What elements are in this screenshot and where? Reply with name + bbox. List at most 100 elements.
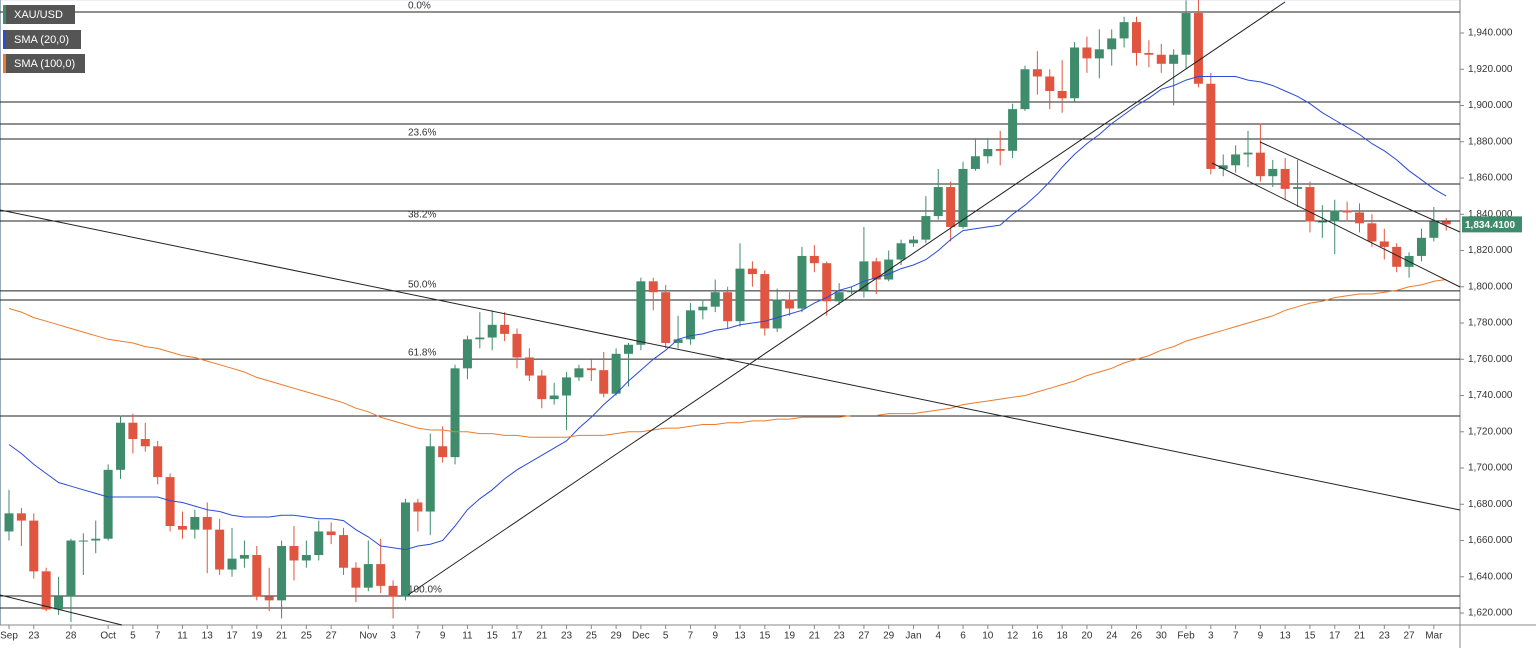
candle-body [1119,22,1129,39]
y-tick-label: 1,920.000 [1468,64,1513,75]
candle-body [190,516,200,530]
candle-body [66,540,76,597]
x-tick-label: 15 [487,631,499,642]
x-tick-label: 16 [1032,631,1044,642]
x-tick-label: 21 [1354,631,1366,642]
candle-body [599,370,609,394]
y-tick-label: 1,640.000 [1468,571,1513,582]
candle-body [54,596,64,610]
candle-body [1206,83,1216,169]
legend-box [3,54,85,73]
x-tick-label: Oct [100,631,116,642]
fib-label: 61.8% [408,348,436,359]
candle-body [958,168,968,227]
candle-body [983,148,993,157]
x-tick-label: 27 [1404,631,1416,642]
x-tick-label: 5 [130,631,136,642]
candle-body [41,571,51,610]
candle-body [970,156,980,169]
x-tick-label: 3 [1208,631,1214,642]
candle-body [1416,237,1426,256]
x-tick-label: 7 [155,631,161,642]
y-tick-label: 1,720.000 [1468,426,1513,437]
candle-body [1193,13,1203,84]
candle-body [1218,165,1228,169]
candle-body [995,148,1005,151]
candle-body [1131,22,1141,53]
x-tick-label: Mar [1425,631,1443,642]
candle-body [908,239,918,244]
candle-body [1032,69,1042,77]
legend-label: SMA (100,0) [14,58,75,70]
candle-body [1231,154,1241,166]
x-tick-label: 4 [935,631,941,642]
candle-body [1392,246,1402,267]
x-tick-label: 21 [536,631,548,642]
candle-body [723,292,733,322]
x-tick-label: 11 [462,631,473,642]
candle-body [4,513,14,532]
y-tick-label: 1,880.000 [1468,136,1513,147]
candle-body [289,545,299,561]
candle-body [921,216,931,240]
x-tick-label: 29 [611,631,623,642]
candle-body [29,520,39,572]
candle-body [165,477,175,527]
candle-body [1342,210,1352,213]
y-tick-label: 1,800.000 [1468,281,1513,292]
fib-label: 23.6% [408,128,436,139]
x-tick-label: Jan [905,631,921,642]
x-tick-label: 21 [809,631,821,642]
x-tick-label: Dec [632,631,650,642]
x-tick-label: 12 [1007,631,1019,642]
candle-body [140,439,150,447]
price-tag-label: 1,834.4100 [1465,220,1515,231]
x-tick-label: 11 [177,631,188,642]
x-tick-label: 13 [1280,631,1292,642]
legend-swatch [3,5,6,24]
x-tick-label: 7 [1233,631,1239,642]
candle-body [153,446,163,478]
x-tick-label: 5 [663,631,669,642]
candle-body [450,368,460,458]
candle-body [673,339,683,343]
candle-body [1156,54,1166,64]
candle-body [1045,76,1055,91]
candle-body [363,564,373,588]
candle-body [785,299,795,309]
candle-body [822,263,832,302]
candle-body [871,261,881,280]
candle-body [91,538,101,541]
x-tick-label: 9 [440,631,446,642]
candle-body [376,564,386,586]
candle-body [760,274,770,329]
x-tick-label: 23 [1379,631,1391,642]
candle-body [252,555,262,597]
candle-body [896,243,906,260]
candle-body [301,555,311,561]
y-tick-label: 1,900.000 [1468,100,1513,111]
candle-body [1367,223,1377,242]
legend-box [3,5,75,24]
candle-body [735,268,745,322]
candle-body [624,344,633,354]
x-tick-label: 20 [1081,631,1093,642]
candle-body [351,567,361,588]
x-tick-label: 17 [226,631,238,642]
x-tick-label: 25 [586,631,598,642]
candle-body [277,545,287,601]
candle-body [314,531,324,556]
legend-box [3,30,81,49]
candle-body [685,310,695,340]
x-tick-label: 9 [712,631,718,642]
y-tick-label: 1,680.000 [1468,499,1513,510]
candle-body [1317,221,1327,223]
y-tick-label: 1,760.000 [1468,354,1513,365]
candle-body [636,281,646,345]
candle-body [438,446,448,458]
candle-body [1305,187,1315,222]
candle-body [772,299,782,329]
candle-body [797,255,807,309]
x-tick-label: 3 [390,631,396,642]
candle-body [500,324,510,334]
